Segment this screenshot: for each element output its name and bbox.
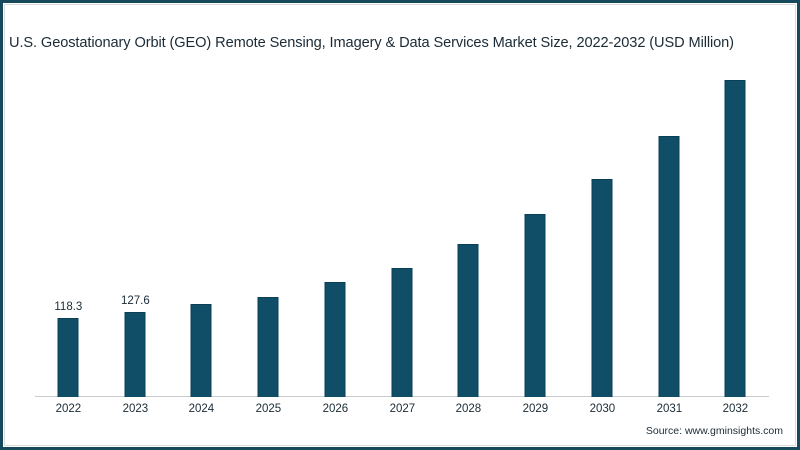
bar[interactable] xyxy=(457,244,479,397)
bar-slot: 118.3 xyxy=(35,65,102,397)
x-tick-label: 2024 xyxy=(188,403,215,415)
x-tick-label: 2032 xyxy=(722,403,749,415)
source-attribution: Source: www.gminsights.com xyxy=(645,425,783,437)
bar[interactable] xyxy=(124,312,146,397)
x-tick-label: 2029 xyxy=(522,403,549,415)
x-tick-label: 2025 xyxy=(255,403,282,415)
plot-area: 118.3 127.6 2022 2023 2024 2025 2026 2027 2028 2… xyxy=(5,5,795,445)
bar-slot xyxy=(702,65,769,397)
bar[interactable] xyxy=(257,297,279,397)
bar-value-label: 127.6 xyxy=(120,295,150,307)
bar-slot: 127.6 xyxy=(102,65,169,397)
chart-canvas: U.S. Geostationary Orbit (GEO) Remote Se… xyxy=(4,4,796,446)
bar-slot xyxy=(235,65,302,397)
bar-series: 118.3 127.6 xyxy=(35,65,769,397)
bar-value-label: 118.3 xyxy=(54,301,83,313)
x-tick-label: 2030 xyxy=(589,403,616,415)
bar-slot xyxy=(302,65,369,397)
bar-slot xyxy=(636,65,703,397)
bar[interactable] xyxy=(724,80,746,397)
x-tick-label: 2022 xyxy=(55,403,82,415)
x-tick-label: 2031 xyxy=(656,403,683,415)
bar-slot xyxy=(168,65,235,397)
bar[interactable] xyxy=(190,304,212,397)
x-tick-label: 2028 xyxy=(455,403,482,415)
x-tick-label: 2027 xyxy=(389,403,416,415)
x-axis-tick-labels: 2022 2023 2024 2025 2026 2027 2028 2029 2030 2031… xyxy=(35,403,769,423)
bar[interactable] xyxy=(591,179,613,397)
bar[interactable] xyxy=(391,268,413,397)
bar-slot xyxy=(502,65,569,397)
bar[interactable] xyxy=(658,136,680,397)
bar[interactable] xyxy=(524,214,546,397)
bar-slot xyxy=(435,65,502,397)
bar[interactable] xyxy=(324,282,346,397)
bar[interactable] xyxy=(57,318,79,397)
bar-slot xyxy=(369,65,436,397)
page-title: U.S. Geostationary Orbit (GEO) Remote Se… xyxy=(9,35,734,51)
x-tick-label: 2023 xyxy=(122,403,149,415)
bar-slot xyxy=(569,65,636,397)
x-tick-label: 2026 xyxy=(322,403,349,415)
